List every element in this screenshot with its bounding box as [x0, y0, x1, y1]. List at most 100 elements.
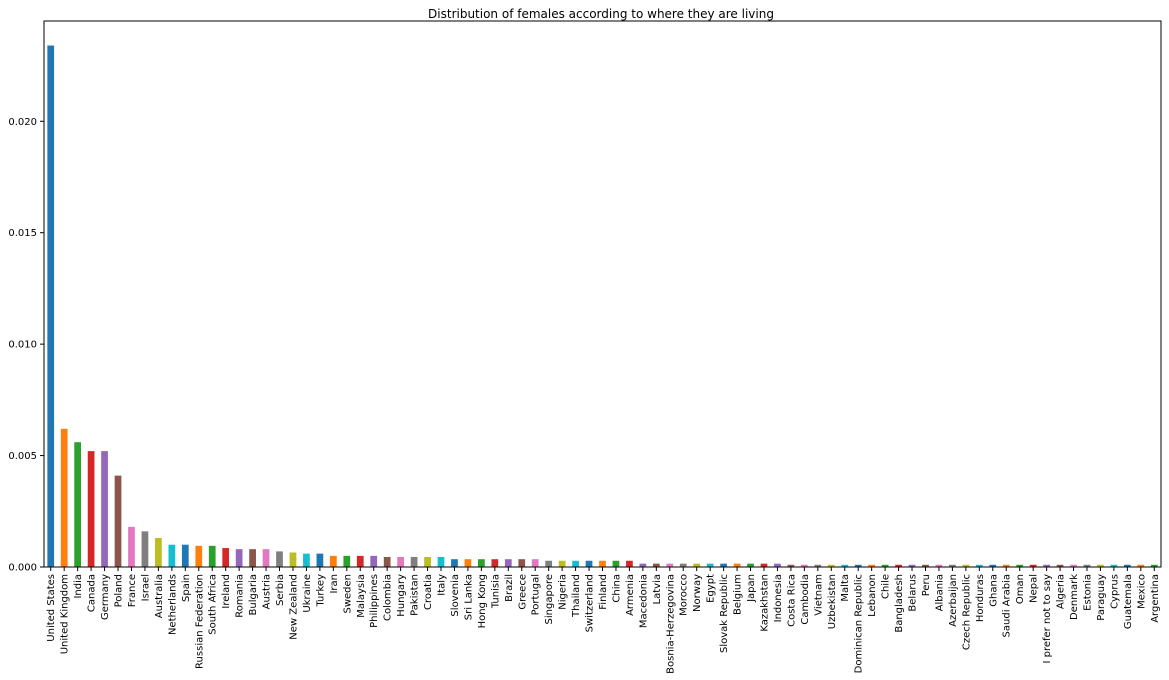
bar [639, 563, 647, 567]
bar [249, 549, 256, 567]
y-tick-label: 0.000 [8, 563, 37, 574]
x-tick-label: Israel [140, 574, 151, 601]
bar [208, 545, 216, 567]
bar [383, 556, 391, 567]
x-tick-label: Brazil [504, 574, 515, 602]
bar [74, 442, 82, 567]
bar [827, 564, 835, 567]
x-tick-label: Tunisia [490, 574, 501, 609]
x-tick-label: Peru [921, 574, 932, 596]
x-tick-label: Thailand [571, 574, 582, 618]
bar [558, 560, 566, 567]
x-tick-label: Bosnia-Herzegovina [665, 574, 676, 674]
x-tick-label: Dominican Republic [854, 574, 865, 673]
x-tick-label: South Africa [208, 574, 219, 635]
x-tick-label: Italy [437, 574, 448, 596]
x-tick-label: Pakistan [410, 574, 421, 616]
bar [1123, 564, 1131, 567]
bar [1110, 564, 1118, 567]
x-tick-label: Bangladesh [894, 574, 905, 633]
x-tick-label: Mexico [1136, 574, 1147, 609]
x-tick-label: China [611, 574, 622, 603]
x-tick-label: Morocco [679, 574, 690, 616]
x-tick-label: Honduras [975, 574, 986, 622]
bar [612, 560, 620, 567]
x-tick-label: Greece [517, 574, 528, 610]
x-tick-label: I prefer not to say [1042, 574, 1053, 664]
x-tick-label: Iran [329, 574, 340, 594]
bar [1137, 564, 1145, 567]
x-tick-label: Colombia [383, 574, 394, 621]
bar [397, 556, 404, 567]
x-tick-label: Armenia [625, 574, 636, 616]
bar [841, 564, 849, 567]
x-tick-label: United States [46, 574, 57, 642]
bar [262, 549, 270, 567]
bar [491, 559, 499, 567]
x-tick-label: Hong Kong [477, 574, 488, 628]
x-tick-label: Kazakhstan [759, 574, 770, 632]
bar [1056, 564, 1064, 567]
bar [801, 564, 808, 567]
y-axis: 0.000 0.005 0.010 0.015 0.020 [8, 117, 44, 574]
bar [1029, 564, 1037, 567]
bar [1097, 564, 1104, 567]
x-tick-label: Norway [692, 574, 703, 612]
bar [235, 549, 243, 567]
x-tick-label: Turkey [315, 574, 326, 608]
x-tick-label: Sri Lanka [463, 574, 474, 620]
bar [935, 564, 943, 567]
bar [478, 559, 485, 567]
x-tick-label: Vietnam [813, 574, 824, 616]
x-tick-label: Netherlands [167, 574, 178, 635]
bar [760, 563, 768, 567]
bar [316, 553, 324, 567]
x-tick-label: Latvia [652, 574, 663, 604]
x-tick-label: Canada [87, 574, 98, 612]
x-tick-label: Russian Federation [194, 574, 205, 669]
x-tick-label: France [127, 574, 138, 607]
bar [949, 564, 956, 567]
x-tick-label: Costa Rica [786, 574, 797, 627]
bar [1002, 564, 1010, 567]
bar [60, 428, 68, 567]
x-tick-label: Egypt [706, 574, 717, 603]
bar [47, 45, 55, 568]
x-tick-label: Albania [934, 574, 945, 611]
bar [854, 564, 862, 567]
bar [652, 563, 660, 567]
bar [895, 564, 902, 567]
bar [1083, 564, 1091, 567]
bar [276, 551, 283, 567]
x-tick-label: Slovak Republic [719, 574, 730, 653]
x-tick-label: Japan [746, 574, 757, 603]
x-tick-label: Ukraine [302, 574, 313, 613]
bar [343, 555, 351, 567]
bar [101, 451, 108, 567]
bar [908, 564, 916, 567]
x-tick-label: Indonesia [773, 574, 784, 622]
bar [814, 564, 822, 567]
x-tick-label: Cambodia [800, 574, 811, 625]
bar [693, 563, 701, 567]
x-tick-label: Sweden [342, 574, 353, 614]
bar [666, 563, 674, 567]
x-tick-label: Belgium [733, 574, 744, 615]
bar [181, 544, 189, 567]
bar [531, 559, 539, 567]
bar [424, 556, 431, 567]
bar [128, 526, 135, 567]
x-tick-label: Guatemala [1123, 574, 1134, 629]
bar [410, 556, 418, 567]
x-tick-label: Philippines [369, 574, 380, 628]
bar [141, 531, 149, 567]
x-tick-label: Australia [154, 574, 165, 618]
bar [437, 556, 445, 567]
x-tick-label: Lebanon [867, 574, 878, 617]
bar [370, 555, 378, 567]
bar [155, 538, 162, 567]
x-tick-label: United Kingdom [60, 574, 71, 654]
x-tick-label: Hungary [396, 574, 407, 617]
bar [881, 564, 889, 567]
bar [1043, 564, 1050, 567]
